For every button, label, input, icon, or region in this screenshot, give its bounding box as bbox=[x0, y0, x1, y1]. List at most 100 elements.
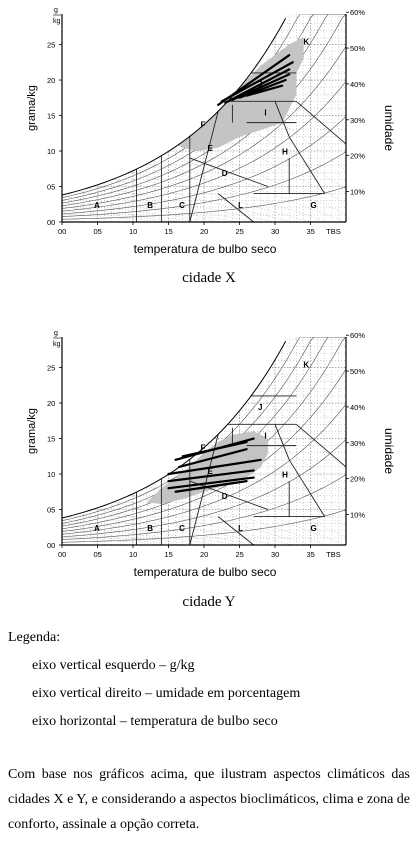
zone-boundary-line bbox=[296, 423, 346, 468]
y-tick-label: 15 bbox=[47, 435, 55, 444]
chart-svg-x: 00 05 10 15 20 25 30 35 TBS 00 05 10 15 20 25 g kg 10% 20%… bbox=[26, 7, 396, 256]
chart-caption-y: cidade Y bbox=[182, 594, 236, 610]
x-tick-label: 15 bbox=[165, 550, 173, 559]
data-series-line bbox=[167, 469, 255, 483]
y-tick-label: 20 bbox=[47, 399, 55, 408]
data-series-line bbox=[167, 458, 262, 476]
wet-bulb-line bbox=[62, 513, 222, 545]
saturation-curve bbox=[61, 340, 287, 519]
zone-label-e: E bbox=[208, 144, 214, 153]
wet-bulb-line bbox=[62, 202, 169, 222]
y-tick-label: 10 bbox=[47, 470, 55, 479]
chart-svg-y: 00 05 10 15 20 25 30 35 TBS 00 05 10 15 20 25 g kg 10% 20%… bbox=[26, 330, 396, 579]
wet-bulb-line bbox=[328, 14, 346, 222]
rh-tick-label: 50% bbox=[350, 367, 365, 376]
wet-bulb-line bbox=[62, 525, 169, 545]
zone-boundary-line bbox=[189, 480, 269, 510]
wet-bulb-line bbox=[62, 522, 187, 545]
zone-label-l: L bbox=[238, 524, 243, 533]
legend: Legenda: eixo vertical esquerdo – g/kg e… bbox=[8, 624, 413, 736]
zone-label-g: G bbox=[311, 524, 317, 533]
zone-label-i: I bbox=[264, 109, 266, 118]
x-tick-label: 00 bbox=[58, 550, 66, 559]
legend-title: Legenda: bbox=[8, 630, 61, 645]
y-tick-label: 10 bbox=[47, 147, 55, 156]
x-tick-label: 05 bbox=[94, 550, 102, 559]
zone-label-b: B bbox=[147, 524, 153, 533]
x-tick-label: 00 bbox=[58, 227, 66, 236]
zone-label-a: A bbox=[94, 201, 100, 210]
zone-label-l: L bbox=[238, 201, 243, 210]
x-axis-title: temperatura de bulbo seco bbox=[134, 242, 277, 256]
zone-label-d: D bbox=[222, 169, 228, 178]
rh-tick-label: 60% bbox=[350, 8, 365, 17]
y-tick-label: 25 bbox=[47, 364, 55, 373]
x-tick-label: 25 bbox=[236, 227, 244, 236]
zone-label-j: J bbox=[258, 80, 262, 89]
zone-boundary-line bbox=[288, 459, 326, 517]
relative-humidity-curve bbox=[62, 368, 346, 532]
wet-bulb-line bbox=[62, 178, 258, 222]
relative-humidity-curve bbox=[62, 439, 346, 538]
relative-humidity-curve bbox=[62, 474, 346, 540]
wet-bulb-line bbox=[132, 413, 346, 545]
unit-label-kg: kg bbox=[53, 341, 61, 348]
zone-label-g: G bbox=[311, 201, 317, 210]
relative-humidity-curve bbox=[62, 45, 346, 209]
y-tick-label: 05 bbox=[47, 506, 55, 515]
zone-label-h: H bbox=[282, 148, 288, 157]
x-tick-label: 30 bbox=[271, 227, 279, 236]
zone-boundary-line bbox=[274, 424, 290, 460]
x-axis-title: temperatura de bulbo seco bbox=[134, 565, 277, 579]
zone-boundary-line bbox=[288, 136, 326, 194]
zone-label-i: I bbox=[264, 432, 266, 441]
y-tick-label: 15 bbox=[47, 112, 55, 121]
x-tick-label: 35 bbox=[307, 227, 315, 236]
rh-tick-label: 50% bbox=[350, 44, 365, 53]
rh-tick-label: 40% bbox=[350, 403, 365, 412]
data-series-line bbox=[181, 440, 248, 458]
rh-tick-label: 10% bbox=[350, 510, 365, 519]
saturation-curve bbox=[61, 17, 287, 196]
rh-tick-label: 30% bbox=[350, 439, 365, 448]
y-tick-label: 25 bbox=[47, 41, 55, 50]
zone-boundary-line bbox=[296, 100, 346, 145]
x-tick-label: 10 bbox=[129, 550, 137, 559]
legend-item-horizontal-axis: eixo horizontal – temperatura de bulbo s… bbox=[32, 714, 278, 729]
zone-boundary-line bbox=[189, 111, 219, 222]
psychrometric-chart-y: 00 05 10 15 20 25 30 35 TBS 00 05 10 15 20 25 g kg 10% 20%… bbox=[0, 323, 418, 623]
data-series-line bbox=[174, 480, 248, 493]
wet-bulb-line bbox=[62, 162, 293, 222]
zone-label-k: K bbox=[303, 361, 309, 370]
relative-humidity-curve bbox=[62, 116, 346, 215]
x-tick-label: 35 bbox=[307, 550, 315, 559]
tbs-label: TBS bbox=[326, 227, 341, 236]
relative-humidity-curve bbox=[62, 81, 346, 212]
relative-humidity-curve bbox=[62, 404, 346, 535]
y-tick-label: 00 bbox=[47, 218, 55, 227]
data-series-line bbox=[231, 73, 291, 101]
rh-tick-label: 20% bbox=[350, 152, 365, 161]
y-tick-label: 05 bbox=[47, 183, 55, 192]
zone-boundary-line bbox=[189, 157, 269, 187]
zone-label-c: C bbox=[179, 201, 185, 210]
psychrometric-chart-x: 00 05 10 15 20 25 30 35 TBS 00 05 10 15 20 25 g kg 10% 20%… bbox=[0, 0, 418, 300]
relative-humidity-curve bbox=[62, 186, 346, 220]
zone-label-f: F bbox=[200, 121, 205, 130]
zone-label-e: E bbox=[208, 467, 214, 476]
x-tick-label: 30 bbox=[271, 550, 279, 559]
x-tick-label: 20 bbox=[200, 227, 208, 236]
wet-bulb-line bbox=[62, 199, 187, 222]
chart-caption-x: cidade X bbox=[182, 270, 236, 286]
rh-tick-label: 20% bbox=[350, 475, 365, 484]
unit-label-kg: kg bbox=[53, 18, 61, 25]
zone-label-k: K bbox=[303, 38, 309, 47]
zone-boundary-line bbox=[217, 516, 254, 545]
x-tick-label: 05 bbox=[94, 227, 102, 236]
data-series-line bbox=[245, 84, 284, 97]
y2-axis-title: umidade bbox=[382, 428, 396, 474]
zone-label-j: J bbox=[258, 403, 262, 412]
zone-label-c: C bbox=[179, 524, 185, 533]
data-series-line bbox=[178, 448, 248, 469]
zone-label-a: A bbox=[94, 524, 100, 533]
